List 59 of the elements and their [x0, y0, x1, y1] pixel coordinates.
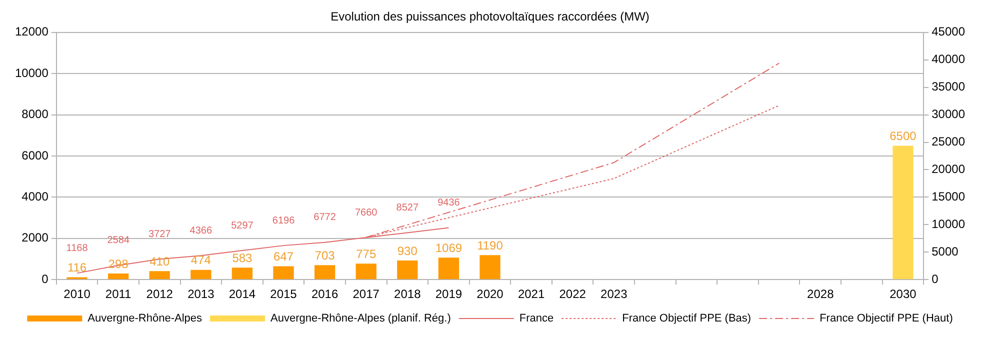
x-tick-label: 2018 [394, 287, 422, 302]
y2-tick-label: 25000 [932, 134, 966, 149]
y-tick-label: 2000 [22, 230, 49, 245]
data-label: 1069 [435, 240, 462, 255]
x-tick-label: 2014 [228, 287, 256, 302]
legend-label: Auvergne-Rhône-Alpes (planif. Rég.) [270, 312, 451, 325]
y2-tick-label: 45000 [932, 24, 966, 39]
data-label: 930 [397, 244, 418, 258]
y2-tick-label: 0 [932, 272, 939, 286]
x-tick-label: 2015 [270, 287, 298, 302]
legend-label: France [519, 312, 554, 325]
y2-tick-label: 10000 [932, 216, 966, 231]
x-tick-label: 2017 [352, 287, 380, 302]
x-tick-label: 2010 [64, 287, 91, 302]
data-label: 116 [67, 260, 87, 275]
x-tick-label: 2021 [518, 287, 545, 302]
y-tick-label: 12000 [14, 24, 49, 39]
x-tick-label: 2016 [311, 287, 338, 302]
data-label: 775 [356, 246, 376, 261]
y2-tick-label: 20000 [932, 162, 966, 176]
data-label: 647 [273, 250, 294, 264]
chart-title: Evolution des puissances photovoltaïques raccordées (MW) [330, 10, 650, 24]
y2-tick-label: 40000 [932, 52, 966, 66]
data-label: 1168 [66, 242, 88, 254]
legend-label: France Objectif PPE (Haut) [820, 312, 953, 325]
x-tick-label: 2022 [559, 287, 586, 302]
data-label: 1190 [477, 238, 504, 252]
data-label: 6500 [890, 129, 917, 144]
y-tick-label: 10000 [14, 66, 49, 80]
data-label: 474 [190, 253, 212, 268]
y-tick-label: 4000 [22, 190, 49, 204]
data-label: 4366 [190, 225, 212, 236]
data-label: 8527 [396, 202, 419, 214]
x-tick-label: 2012 [146, 287, 174, 302]
x-tick-label: 2023 [600, 287, 628, 302]
data-label: 6772 [314, 212, 336, 224]
data-label: 703 [314, 248, 336, 262]
legend-label: France Objectif PPE (Bas) [622, 312, 752, 325]
x-tick-label: 2011 [105, 287, 132, 302]
data-label: 7660 [354, 207, 378, 218]
data-label: 583 [232, 250, 253, 265]
data-label: 9436 [438, 198, 460, 209]
x-tick-label: 2013 [188, 287, 215, 302]
y2-tick-label: 35000 [932, 80, 966, 94]
y-tick-label: 0 [42, 272, 49, 286]
legend-label: Auvergne-Rhône-Alpes [88, 312, 202, 325]
y-tick-label: 6000 [22, 148, 49, 162]
x-tick-label: 2020 [476, 287, 504, 302]
data-label: 5297 [231, 220, 254, 232]
x-tick-label: 2030 [890, 287, 917, 302]
data-label: 6196 [272, 215, 296, 226]
y-tick-label: 8000 [22, 107, 49, 122]
x-tick-label: 2028 [807, 287, 834, 302]
y2-tick-label: 5000 [932, 244, 959, 258]
data-label: 2584 [107, 235, 130, 246]
data-label: 3727 [148, 228, 172, 240]
y2-tick-label: 30000 [932, 107, 966, 122]
y2-tick-label: 15000 [932, 190, 966, 204]
x-tick-label: 2019 [435, 287, 462, 302]
